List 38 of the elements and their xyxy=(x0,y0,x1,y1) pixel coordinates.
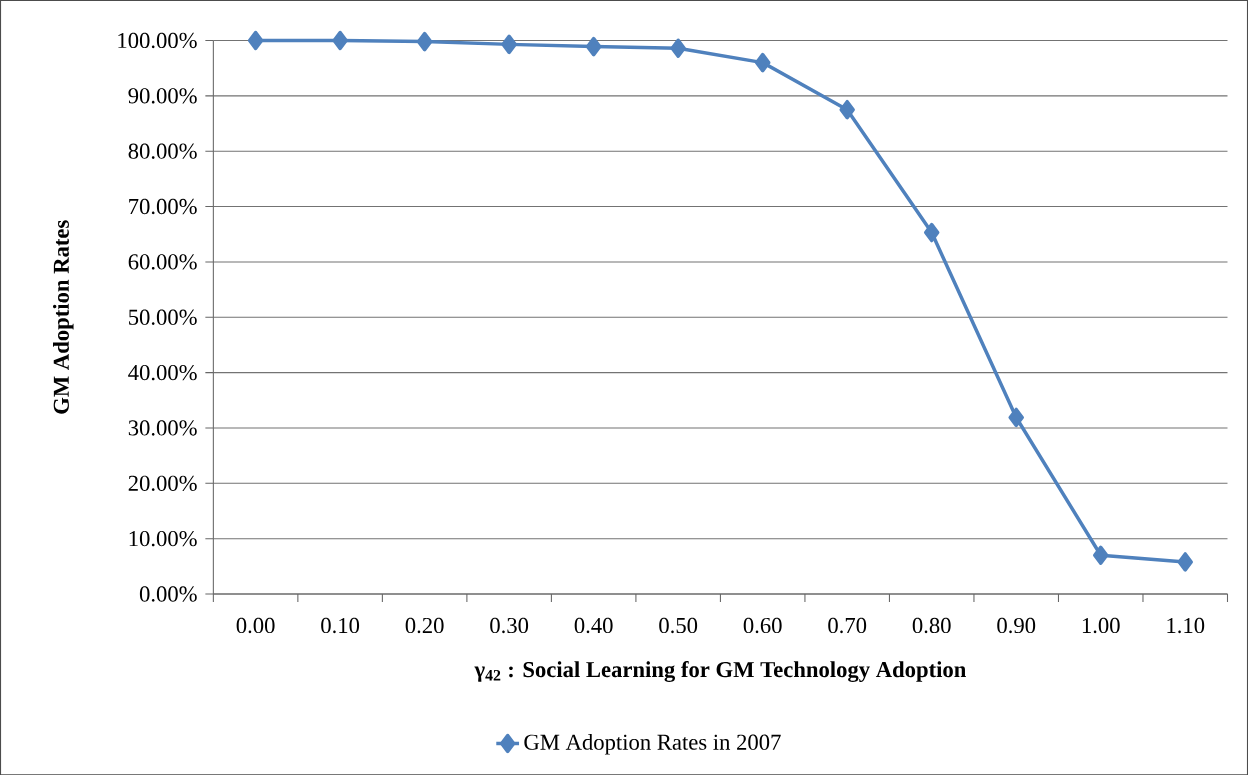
point xyxy=(839,99,855,120)
x-tick-label: 0.30 xyxy=(490,617,529,633)
point xyxy=(1092,545,1109,565)
point xyxy=(1008,407,1024,427)
x-axis-title: γ$_{42}$ : Social Learning for GM Technology Adoption xyxy=(474,660,966,682)
point xyxy=(332,30,348,51)
point xyxy=(416,31,433,52)
y-tick-label: 80.00% xyxy=(128,143,197,159)
y-tick-label: 60.00% xyxy=(128,254,197,270)
x-tick-label: 1.10 xyxy=(1167,617,1205,633)
y-tick-label: 90.00% xyxy=(128,87,197,104)
y-axis-title: GM Adoption Rates xyxy=(53,220,74,414)
point xyxy=(670,38,686,58)
x-tick-label: 0.10 xyxy=(321,617,360,633)
y-tick-label: 10.00% xyxy=(129,530,197,547)
point xyxy=(585,36,602,57)
point xyxy=(923,222,940,243)
x-tick-label: 0.90 xyxy=(997,617,1036,633)
x-tick-label: 0.70 xyxy=(828,617,867,633)
x-tick-label: 0.40 xyxy=(574,617,613,633)
legend-label: GM Adoption Rates in 2007 xyxy=(524,733,781,755)
y-tick-label: 0.00% xyxy=(139,586,197,602)
x-tick-label: 0.80 xyxy=(912,617,951,633)
x-tick-label: 1.00 xyxy=(1082,617,1120,633)
y-tick-label: 30.00% xyxy=(128,420,197,436)
x-tick-label: 0.00 xyxy=(236,617,275,633)
x-tick-label: 0.50 xyxy=(659,617,698,633)
y-tick-label: 40.00% xyxy=(128,364,197,381)
x-tick-label: 0.60 xyxy=(743,617,782,633)
x-tick-label: 0.20 xyxy=(405,617,444,633)
y-tick-label: 50.00% xyxy=(129,309,197,325)
y-tick-label: 70.00% xyxy=(129,198,197,215)
point xyxy=(754,52,771,73)
y-tick-label: 20.00% xyxy=(128,475,197,491)
point xyxy=(247,30,264,51)
point xyxy=(501,34,517,54)
y-tick-label: 100.00% xyxy=(118,32,197,48)
point xyxy=(1177,551,1193,572)
